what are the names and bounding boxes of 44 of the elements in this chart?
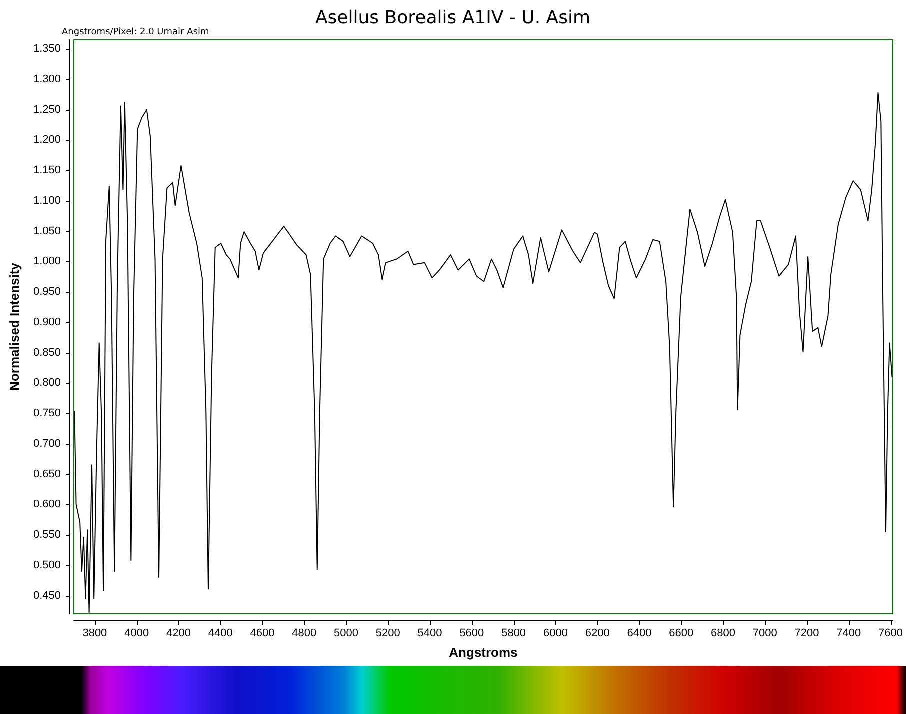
y-tick-label: 0.500 [33, 559, 61, 572]
x-tick-label: 6000 [543, 628, 568, 640]
y-tick-label: 1.100 [33, 194, 61, 207]
y-tick-label: 1.200 [33, 134, 61, 146]
x-tick-label: 6400 [627, 628, 652, 640]
x-tick-label: 7000 [752, 628, 778, 640]
y-axis-title: Normalised Intensity [7, 262, 22, 391]
text: Angstroms/Pixel: 2.0 Umair Asim [62, 28, 210, 38]
y-tick-label: 0.700 [33, 438, 61, 450]
x-tick-label: 5600 [460, 628, 484, 640]
y-tick-label: 0.950 [33, 286, 61, 298]
x-tick-label: 6600 [669, 628, 694, 640]
x-tick-label: 5200 [376, 628, 400, 640]
x-tick-label: 5400 [418, 628, 442, 640]
x-tick-label: 3800 [82, 628, 108, 640]
y-tick-label: 0.900 [33, 316, 61, 328]
y-tick-label: 1.350 [33, 43, 61, 56]
y-tick-label: 0.750 [33, 408, 61, 420]
x-tick-label: 4800 [292, 628, 317, 640]
x-tick-label: 4000 [124, 628, 150, 640]
y-tick-label: 1.150 [33, 164, 61, 177]
chart-title: Asellus Borealis A1IV - U. Asim [315, 8, 591, 28]
y-tick-label: 1.250 [33, 104, 61, 116]
y-tick-label: 0.850 [33, 346, 61, 359]
x-tick-label: 5800 [502, 628, 526, 640]
y-tick-label: 0.800 [33, 377, 61, 390]
y-tick-label: 0.600 [33, 498, 61, 511]
x-axis-title: Angstroms [449, 645, 518, 660]
x-tick-label: 7400 [836, 628, 862, 640]
x-tick-label: 5000 [334, 628, 359, 640]
y-tick-label: 0.550 [33, 529, 61, 542]
line-series [74, 92, 893, 614]
x-tick-label: 7200 [794, 628, 820, 640]
y-tick-label: 1.050 [33, 225, 61, 238]
y-tick-label: 1.000 [33, 256, 61, 268]
y-tick-label: 0.450 [33, 590, 61, 602]
x-tick-label: 4400 [208, 628, 233, 640]
x-tick-label: 6800 [711, 628, 736, 640]
x-tick-label: 4200 [166, 628, 191, 640]
y-tick-label: 0.650 [33, 468, 61, 480]
y-tick-label: 1.300 [33, 73, 61, 86]
x-tick-label: 4600 [250, 628, 275, 640]
x-tick-label: 7600 [878, 628, 904, 640]
x-tick-label: 6200 [585, 628, 610, 640]
